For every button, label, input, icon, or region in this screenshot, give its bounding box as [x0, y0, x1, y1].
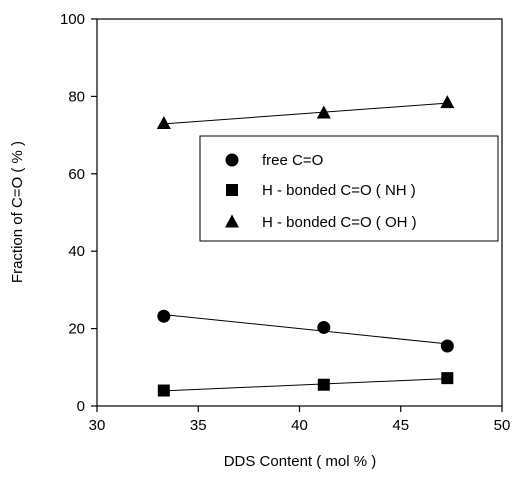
free-co-trendline	[163, 314, 448, 345]
trendlines	[163, 102, 448, 392]
oh-bonded-co-legend-marker	[225, 214, 239, 228]
nh-bonded-co-point	[317, 378, 330, 391]
oh-bonded-co-legend-label: H - bonded C=O ( OH )	[262, 214, 417, 231]
oh-bonded-co-point	[156, 115, 171, 129]
oh-bonded-co-point	[440, 95, 455, 109]
y-tick-label: 60	[68, 166, 85, 183]
x-tick-label: 30	[89, 417, 106, 434]
x-tick-label: 45	[392, 417, 409, 434]
nh-bonded-co-legend-marker	[226, 184, 238, 196]
free-co-point	[317, 320, 331, 334]
markers	[156, 95, 455, 397]
oh-bonded-co-trendline	[163, 102, 448, 125]
legend-items: free C=O H - bonded C=O ( NH ) H - bonded …	[225, 152, 417, 231]
axes: 30 35 40 45 50 0 20 40 60 80 100	[60, 11, 510, 434]
y-axis-label: Fraction of C=O ( % )	[9, 141, 26, 283]
legend: free C=O H - bonded C=O ( NH ) H - bonded …	[199, 135, 499, 242]
free-co-point	[157, 309, 171, 323]
free-co-point	[440, 339, 454, 353]
x-tick-label: 35	[190, 417, 207, 434]
y-tick-label: 40	[68, 243, 85, 260]
x-tick-label: 40	[291, 417, 308, 434]
free-co-legend-label: free C=O	[262, 152, 323, 169]
legend-box	[199, 135, 499, 242]
nh-bonded-co-point	[441, 372, 454, 385]
nh-bonded-co-point	[157, 384, 170, 397]
y-tick-label: 100	[60, 11, 85, 28]
oh-bonded-co-point	[316, 105, 331, 119]
y-tick-label: 0	[77, 398, 85, 415]
x-axis-label: DDS Content ( mol % )	[224, 453, 377, 470]
x-tick-label: 50	[494, 417, 511, 434]
y-tick-label: 20	[68, 321, 85, 338]
free-co-legend-marker	[225, 153, 239, 167]
nh-bonded-co-trendline	[163, 378, 448, 392]
y-tick-label: 80	[68, 88, 85, 105]
nh-bonded-co-legend-label: H - bonded C=O ( NH )	[262, 182, 416, 199]
